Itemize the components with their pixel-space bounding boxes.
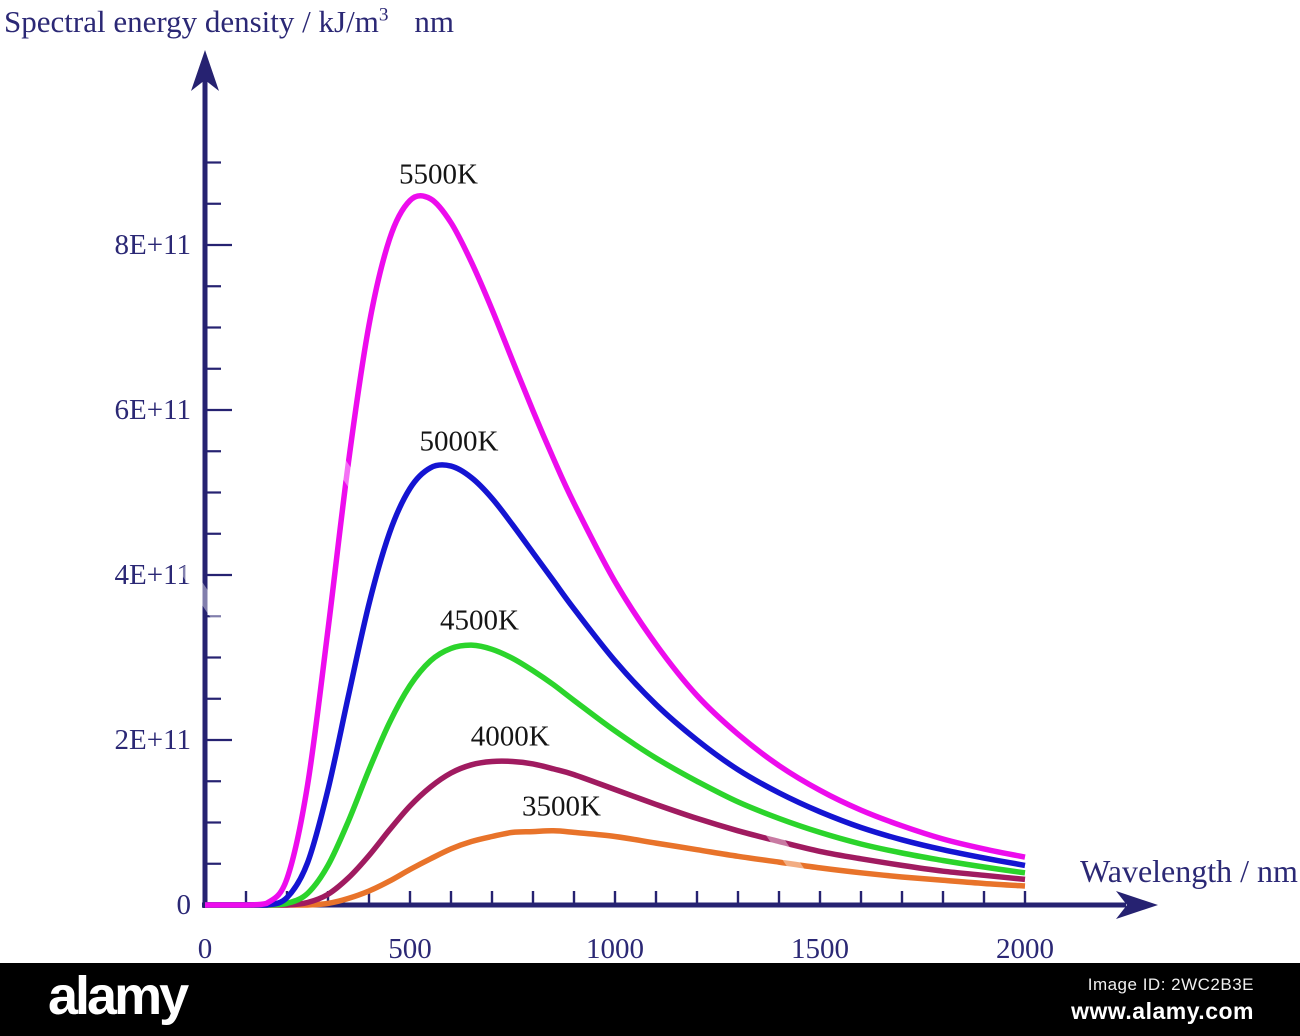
series-curve-4000K	[205, 758, 1026, 908]
y-axis-arrowhead	[191, 50, 219, 91]
y-tick-label: 6E+11	[114, 394, 192, 426]
series-label-4500K: 4500K	[440, 604, 519, 637]
series-curve-5500K	[205, 192, 1026, 908]
series-label-4000K: 4000K	[470, 720, 550, 753]
series-curve-4500K	[205, 642, 1026, 908]
x-tick-label: 1000	[586, 933, 644, 965]
alamy-logo: alamy	[48, 966, 189, 1026]
alamy-url: www.alamy.com	[1071, 997, 1254, 1024]
spectral-energy-chart: Spectral energy density / kJ/m3 nm Wavele…	[4, 4, 1298, 965]
series-label-3500K: 3500K	[522, 790, 601, 823]
series-label-5500K: 5500K	[399, 158, 478, 191]
chart-title-exponent: 3	[378, 4, 389, 26]
series-curve-5000K	[205, 462, 1026, 908]
series-curve-3500K	[205, 828, 1026, 908]
image-id-text: Image ID: 2WC2B3E	[1087, 974, 1254, 994]
chart-title: Spectral energy density / kJ/m3 nm	[4, 4, 454, 40]
chart-title-unit: nm	[414, 4, 455, 39]
x-tick-label: 2000	[996, 933, 1054, 965]
x-tick-label: 0	[197, 933, 213, 965]
y-tick-label: 4E+11	[114, 559, 192, 591]
series-label-5000K: 5000K	[419, 425, 499, 458]
x-tick-label: 1500	[791, 933, 849, 965]
chart-title-main: Spectral energy density / kJ/m	[4, 4, 379, 39]
x-axis-title: Wavelength / nm	[1080, 853, 1298, 889]
footer-right: Image ID: 2WC2B3E www.alamy.com	[1071, 975, 1254, 1025]
x-tick-label: 500	[388, 933, 432, 965]
y-tick-label: 0	[176, 889, 192, 921]
y-tick-label: 8E+11	[114, 229, 192, 261]
y-tick-label: 2E+11	[114, 724, 192, 756]
x-axis-arrowhead	[1116, 891, 1158, 919]
chart-canvas	[191, 50, 1158, 919]
alamy-watermark-bar: alamy Image ID: 2WC2B3E www.alamy.com	[0, 963, 1300, 1036]
